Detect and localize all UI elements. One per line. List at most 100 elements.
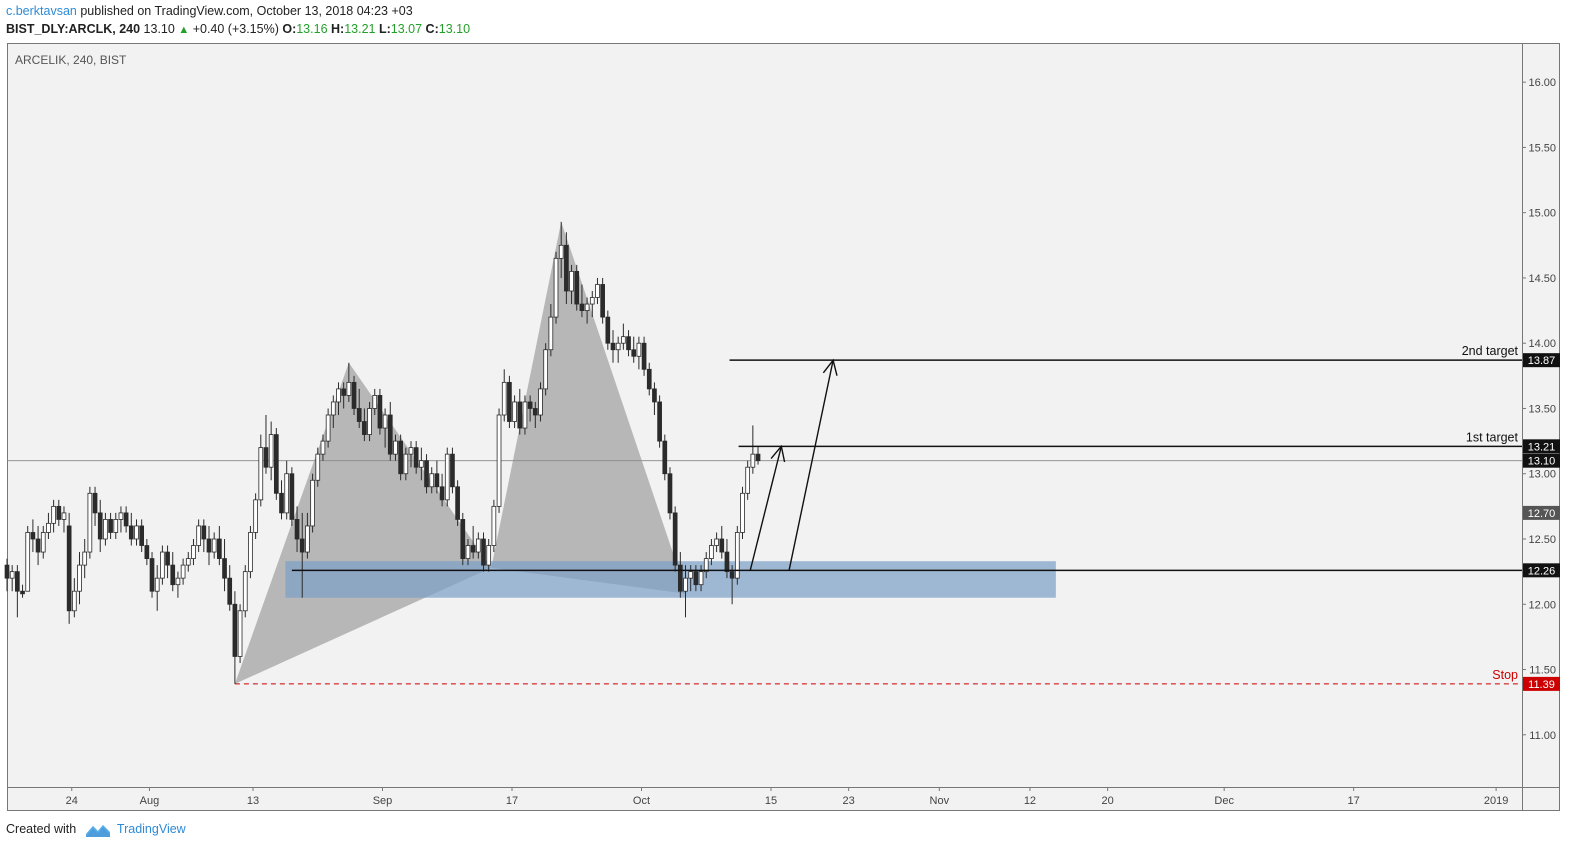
x-tick-label: 17 <box>1348 795 1360 807</box>
price-badge-text: 12.70 <box>1528 508 1556 520</box>
candle-body <box>579 303 585 311</box>
y-tick-label: 12.00 <box>1528 599 1556 611</box>
candle-body <box>51 505 56 524</box>
candle-body <box>284 473 290 514</box>
author-link[interactable]: c.berktavsan <box>6 4 77 18</box>
arrow-head-icon <box>822 358 838 376</box>
candle-body <box>750 453 756 468</box>
candle-body <box>305 525 310 553</box>
candle-body <box>538 388 543 416</box>
candle-body <box>475 538 481 553</box>
level-label: 2nd target <box>1462 344 1519 358</box>
footer: Created with TradingView <box>6 822 186 837</box>
candle-body <box>40 532 46 553</box>
candle-body <box>263 447 269 468</box>
candle-body <box>491 505 497 546</box>
candle-body <box>253 499 258 533</box>
candle-body <box>46 522 51 533</box>
candle-body <box>532 408 538 416</box>
candle-body <box>501 381 507 416</box>
candle-body <box>160 551 165 579</box>
candle-body <box>56 505 62 520</box>
x-tick-label: 15 <box>765 795 777 807</box>
candle-body <box>683 577 688 592</box>
x-tick-label: 17 <box>506 795 518 807</box>
candle-body <box>82 551 88 566</box>
candle-body <box>755 453 761 462</box>
chart-header: c.berktavsan published on TradingView.co… <box>0 0 1588 42</box>
candle-body <box>719 538 725 553</box>
candle-body <box>377 395 383 429</box>
demand-zone <box>285 561 1056 598</box>
candle-body <box>134 525 139 540</box>
candle-body <box>165 551 170 566</box>
level-label: Stop <box>1492 668 1518 682</box>
y-tick-label: 15.00 <box>1528 208 1556 220</box>
x-tick-label: Sep <box>373 795 393 807</box>
candle-body <box>615 342 621 351</box>
candle-body <box>564 244 569 292</box>
candle-body <box>154 577 160 592</box>
candle-body <box>677 564 683 592</box>
candle-body <box>66 525 72 612</box>
x-tick-label: Dec <box>1214 795 1234 807</box>
level-price-badge-text: 13.21 <box>1528 441 1556 453</box>
candle-body <box>745 466 751 494</box>
candle-body <box>325 414 331 442</box>
candle-body <box>191 545 196 559</box>
candle-body <box>351 381 357 409</box>
candle-body <box>626 336 631 351</box>
candle-body <box>527 401 533 409</box>
y-tick-label: 13.50 <box>1528 403 1556 415</box>
level-price-badge-text: 12.26 <box>1528 565 1556 577</box>
y-tick-label: 16.00 <box>1528 77 1556 89</box>
candle-body <box>729 571 735 579</box>
candle-body <box>481 538 486 566</box>
tradingview-link[interactable]: TradingView <box>116 822 186 836</box>
candle-body <box>185 558 191 566</box>
candle-body <box>413 447 419 468</box>
candle-body <box>170 564 176 586</box>
candle-body <box>201 525 207 540</box>
candle-body <box>429 473 435 488</box>
high-label: H: <box>331 22 345 36</box>
last-price: 13.10 <box>143 22 175 36</box>
candle-body <box>118 512 124 520</box>
x-tick-label: Oct <box>633 795 650 807</box>
candle-body <box>356 408 362 422</box>
chart-title: ARCELIK, 240, BIST <box>15 53 127 67</box>
candle-body <box>346 381 352 396</box>
candle-body <box>175 577 181 586</box>
candle-body <box>242 571 248 612</box>
candle-body <box>543 349 549 390</box>
candle-body <box>289 473 295 520</box>
last-price-badge <box>1523 453 1560 468</box>
candle-body <box>139 525 145 546</box>
low-label: L: <box>378 22 391 36</box>
level-price-badge <box>1523 563 1560 578</box>
candle-body <box>310 479 315 527</box>
candle-body <box>4 564 10 579</box>
candle-body <box>35 538 41 553</box>
candle-body <box>367 408 372 435</box>
candle-body <box>222 558 227 579</box>
candle-body <box>714 538 719 546</box>
candle-body <box>273 434 279 494</box>
candle-body <box>465 545 471 559</box>
candle-body <box>299 538 305 553</box>
y-tick-label: 11.50 <box>1529 665 1556 677</box>
price-axis-area <box>1522 43 1560 811</box>
candle-body <box>128 525 134 540</box>
up-arrow-icon: ▲ <box>178 24 190 36</box>
candle-body <box>77 564 82 592</box>
candle-body <box>662 440 668 475</box>
candle-body <box>71 590 77 612</box>
candle-body <box>382 414 388 429</box>
stop-price-badge <box>1523 676 1560 691</box>
candle-body <box>548 316 554 351</box>
candle-body <box>15 571 20 592</box>
publish-line: c.berktavsan published on TradingView.co… <box>6 4 413 18</box>
y-tick-label: 12.50 <box>1528 534 1556 546</box>
candle-body <box>113 519 119 533</box>
